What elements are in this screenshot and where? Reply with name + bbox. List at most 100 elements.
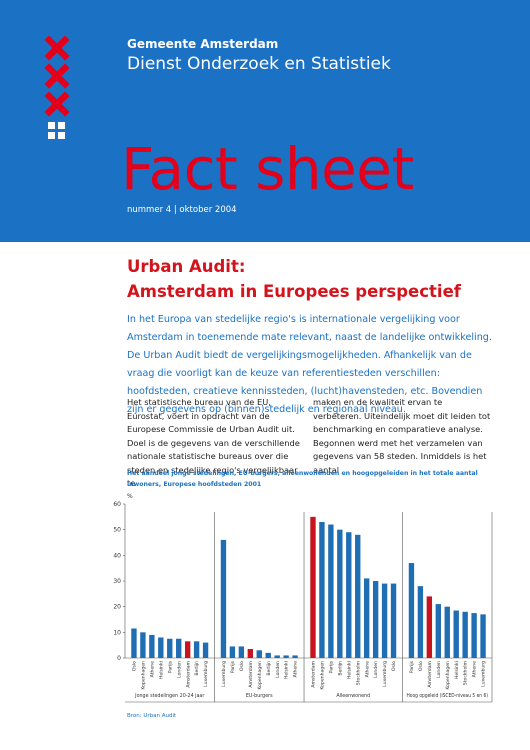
x-tick-label: Oslo xyxy=(391,661,397,671)
y-tick-label: 60 xyxy=(113,501,121,508)
bar xyxy=(408,563,415,658)
bar xyxy=(158,637,164,658)
bar xyxy=(453,610,459,658)
bar xyxy=(310,516,316,658)
bar xyxy=(355,534,361,658)
bar xyxy=(274,655,280,658)
issue: nummer 4 | oktober 2004 xyxy=(127,205,237,215)
bar xyxy=(238,646,245,658)
group-label: Alleenwonend xyxy=(336,693,370,699)
x-tick-label: Luxemburg xyxy=(203,661,209,687)
source: Bron: Urban Audit xyxy=(127,713,177,719)
x-tick-label: Amsterdam xyxy=(185,660,191,687)
x-tick-label: Londen xyxy=(436,661,442,678)
x-tick-label: Parijs xyxy=(328,660,334,673)
body-column: maken en de kwaliteit ervan te verbetere… xyxy=(313,397,491,475)
x-tick-label: Parijs xyxy=(409,660,415,673)
x-tick-label: Helsinki xyxy=(284,661,290,679)
bar xyxy=(283,655,289,658)
article-title: Urban Audit: xyxy=(127,257,246,276)
y-axis-label: % xyxy=(127,493,133,500)
x-tick-label: Kopenhagen xyxy=(141,661,147,690)
x-tick-label: Berlijn xyxy=(337,661,343,676)
bar xyxy=(220,539,227,658)
x-tick-label: Kopenhagen xyxy=(445,661,451,690)
department: Dienst Onderzoek en Statistiek xyxy=(127,54,391,74)
bar xyxy=(140,632,146,658)
y-tick-label: 20 xyxy=(113,604,121,611)
x-tick-label: Luxemburg xyxy=(221,661,227,687)
y-tick-label: 40 xyxy=(113,552,121,559)
bar xyxy=(346,532,352,658)
bar xyxy=(292,655,298,658)
x-tick-label: Stockholm xyxy=(463,660,469,685)
x-tick-label: Luxemburg xyxy=(481,661,487,687)
x-tick-label: Londen xyxy=(176,661,182,678)
bar xyxy=(480,614,486,658)
bar xyxy=(319,521,325,658)
bar xyxy=(149,634,155,658)
group-label: Jonge stedelingen 20-24 jaar xyxy=(134,693,204,699)
article-title: Amsterdam in Europees perspectief xyxy=(127,282,461,301)
bar xyxy=(202,642,209,658)
x-tick-label: Berlijn xyxy=(194,661,200,676)
x-tick-label: Helsinki xyxy=(346,661,352,679)
bar xyxy=(229,646,236,658)
y-tick-label: 10 xyxy=(113,629,121,636)
x-tick-label: Stockholm xyxy=(355,660,361,685)
logo xyxy=(44,36,70,139)
y-tick-label: 30 xyxy=(113,578,121,585)
x-tick-label: Londen xyxy=(373,661,379,678)
group-label: Hoog opgeleid (ISCED-niveau 5 en 6) xyxy=(406,693,488,699)
bar xyxy=(193,641,200,658)
x-tick-label: Amsterdam xyxy=(311,660,317,687)
x-tick-label: Oslo xyxy=(132,661,138,671)
x-tick-label: Amsterdam xyxy=(427,660,433,687)
bar xyxy=(363,578,370,658)
chart-title: Het aandeel jonge stedelingen, EU-burger… xyxy=(127,470,478,488)
x-tick-label: Kopenhagen xyxy=(257,661,263,690)
bar xyxy=(471,613,477,658)
header: Gemeente Amsterdam Dienst Onderzoek en S… xyxy=(0,0,530,242)
intro: In het Europa van stedelijke regio's is … xyxy=(127,314,492,415)
x-tick-label: Oslo xyxy=(418,661,424,671)
bar xyxy=(426,596,433,658)
bar xyxy=(265,652,271,658)
y-tick-label: 50 xyxy=(113,527,121,534)
bar xyxy=(167,638,173,658)
bar xyxy=(372,581,379,658)
x-tick-label: Athene xyxy=(293,661,299,678)
bar xyxy=(337,529,343,658)
x-tick-label: Parijs xyxy=(230,660,236,673)
body-column: Het statistische bureau van de EU, Euros… xyxy=(127,397,300,488)
x-tick-label: Athene xyxy=(364,661,370,678)
x-tick-label: Kopenhagen xyxy=(320,661,326,690)
bar xyxy=(435,604,441,658)
bar xyxy=(131,628,137,658)
bar xyxy=(381,583,388,658)
organisation: Gemeente Amsterdam xyxy=(127,37,279,51)
x-tick-label: Amsterdam xyxy=(248,660,254,687)
y-tick-label: 0 xyxy=(117,655,121,662)
bar xyxy=(247,649,254,658)
fact-sheet-title: Fact sheet xyxy=(121,135,414,203)
x-tick-label: Helsinki xyxy=(158,661,164,679)
bar xyxy=(256,650,262,658)
x-tick-label: Luxemburg xyxy=(382,661,388,687)
bar xyxy=(184,641,191,658)
bar xyxy=(417,586,424,658)
x-tick-label: Londen xyxy=(275,661,281,678)
x-tick-label: Helsinki xyxy=(454,661,460,679)
bar xyxy=(390,583,397,658)
bar xyxy=(444,606,450,658)
group-label: EU-burgers xyxy=(246,693,273,699)
bar xyxy=(462,611,468,658)
x-tick-label: Berlijn xyxy=(266,661,272,676)
x-tick-label: Athene xyxy=(472,661,478,678)
bar xyxy=(176,638,182,658)
bar xyxy=(328,524,334,658)
x-tick-label: Oslo xyxy=(239,661,245,671)
x-tick-label: Parijs xyxy=(167,660,173,673)
